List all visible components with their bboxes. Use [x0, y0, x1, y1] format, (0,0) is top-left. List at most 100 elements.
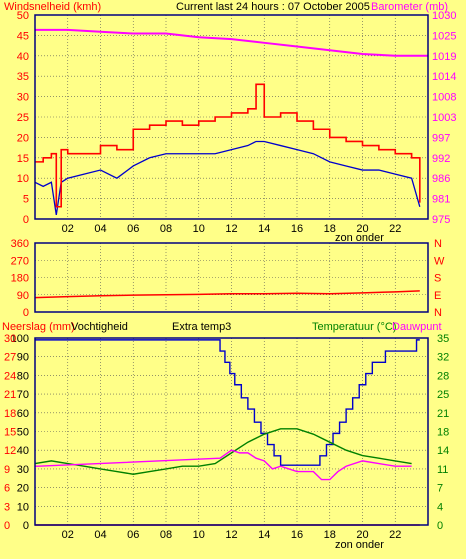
barometer-y-ticks: 975 981 986 992 997 1003 1008 1014 1019 1025 1030	[432, 10, 456, 226]
y-tick-label: 30	[17, 464, 29, 476]
y-tick-label: 50	[17, 427, 29, 439]
y-tick-label: 60	[17, 408, 29, 420]
y-tick-label: 10	[17, 501, 29, 513]
humidity-line	[35, 339, 420, 466]
y-tick-label: 20	[17, 132, 29, 144]
temperature-frame	[34, 337, 429, 526]
y-tick-label: W	[434, 255, 445, 267]
temperature-axis-label: Temperatuur (°C)	[312, 321, 396, 333]
y-tick-label: 1008	[432, 92, 456, 104]
y-tick-label: 986	[432, 173, 450, 185]
temperature-y-ticks: 0 4 7 11 14 18 21 25 28 32 35	[437, 333, 449, 532]
barometer-axis-label: Barometer (mb)	[371, 1, 448, 13]
y-tick-label: 981	[432, 194, 450, 206]
y-tick-label: 0	[437, 520, 443, 532]
wind-x-ticks: 02 04 06 08 10 12 14 16 18 20 22	[62, 223, 402, 235]
y-tick-label: 100	[11, 333, 29, 345]
y-tick-label: 0	[23, 520, 29, 532]
x-tick-label: 14	[258, 223, 270, 235]
y-tick-label: 992	[432, 153, 450, 165]
x-tick-label: 12	[225, 223, 237, 235]
x-tick-label: 10	[193, 223, 205, 235]
rain-axis-label: Neerslag (mm)	[2, 321, 75, 333]
y-tick-label: 180	[11, 273, 29, 285]
x-tick-label: 10	[193, 529, 205, 541]
y-tick-label: 20	[17, 483, 29, 495]
direction-grid	[35, 243, 428, 312]
x-tick-label: 20	[356, 529, 368, 541]
y-tick-label: 0	[23, 214, 29, 226]
y-tick-label: 14	[437, 445, 449, 457]
wind-axis-label: Windsnelheid (kmh)	[4, 1, 101, 13]
x-tick-label: 06	[127, 223, 139, 235]
y-tick-label: 80	[17, 370, 29, 382]
y-tick-label: 975	[432, 214, 450, 226]
y-tick-label: 15	[4, 427, 16, 439]
sunset-note: zon onder	[335, 232, 384, 244]
y-tick-label: 40	[17, 445, 29, 457]
dewpoint-axis-label: Dauwpunt	[392, 321, 442, 333]
y-tick-label: 32	[437, 352, 449, 364]
y-tick-label: 30	[17, 92, 29, 104]
wind-frame	[34, 14, 429, 220]
y-tick-label: 40	[17, 51, 29, 63]
y-tick-label: 5	[23, 194, 29, 206]
temperature-x-ticks: 02 04 06 08 10 12 14 16 18 20 22	[62, 529, 402, 541]
y-tick-label: 997	[432, 132, 450, 144]
wind-series	[34, 28, 428, 216]
humidity-y-ticks: 0 10 20 30 40 50 60 70 80 90 100	[11, 333, 29, 532]
extra-temp-label: Extra temp3	[172, 321, 231, 333]
y-tick-label: 25	[17, 112, 29, 124]
dewpoint-line	[35, 449, 412, 481]
wind-y-ticks: 0 5 10 15 20 25 30 35 40 45 50	[17, 10, 29, 226]
barometer-line	[35, 28, 428, 57]
y-tick-label: 360	[11, 238, 29, 250]
y-tick-label: 1030	[432, 10, 456, 22]
y-tick-label: N	[434, 307, 442, 319]
y-tick-label: 0	[4, 520, 10, 532]
y-tick-label: N	[434, 238, 442, 250]
y-tick-label: 1019	[432, 51, 456, 63]
x-tick-label: 02	[62, 529, 74, 541]
x-tick-label: 02	[62, 223, 74, 235]
y-tick-label: 21	[437, 408, 449, 420]
y-tick-label: 18	[437, 427, 449, 439]
y-tick-label: 90	[17, 290, 29, 302]
y-tick-label: 12	[4, 445, 16, 457]
x-tick-label: 18	[324, 223, 336, 235]
x-tick-label: 12	[225, 529, 237, 541]
x-tick-label: 04	[94, 223, 106, 235]
x-tick-label: 22	[389, 529, 401, 541]
y-tick-label: 270	[11, 255, 29, 267]
x-tick-label: 18	[324, 529, 336, 541]
x-tick-label: 20	[356, 223, 368, 235]
gust-line	[34, 140, 421, 216]
temperature-grid	[35, 338, 428, 525]
y-tick-label: 24	[4, 370, 16, 382]
y-tick-label: S	[434, 273, 441, 285]
y-tick-label: 4	[437, 501, 443, 513]
y-tick-label: E	[434, 290, 441, 302]
y-tick-label: 30	[4, 333, 16, 345]
y-tick-label: 18	[4, 408, 16, 420]
y-tick-label: 1025	[432, 30, 456, 42]
y-tick-label: 15	[17, 153, 29, 165]
direction-frame	[34, 242, 429, 313]
y-tick-label: 35	[437, 333, 449, 345]
y-tick-label: 35	[17, 71, 29, 83]
y-tick-label: 45	[17, 30, 29, 42]
x-tick-label: 06	[127, 529, 139, 541]
y-tick-label: 11	[437, 464, 448, 476]
y-tick-label: 50	[17, 10, 29, 22]
wind-speed-line	[35, 83, 421, 208]
temperature-series	[34, 339, 420, 526]
x-tick-label: 04	[94, 529, 106, 541]
y-tick-label: 0	[23, 307, 29, 319]
temperature-humidity-chart: Neerslag (mm) Vochtigheid Extra temp3 Te…	[2, 321, 449, 551]
y-tick-label: 10	[17, 173, 29, 185]
x-tick-label: 16	[291, 223, 303, 235]
